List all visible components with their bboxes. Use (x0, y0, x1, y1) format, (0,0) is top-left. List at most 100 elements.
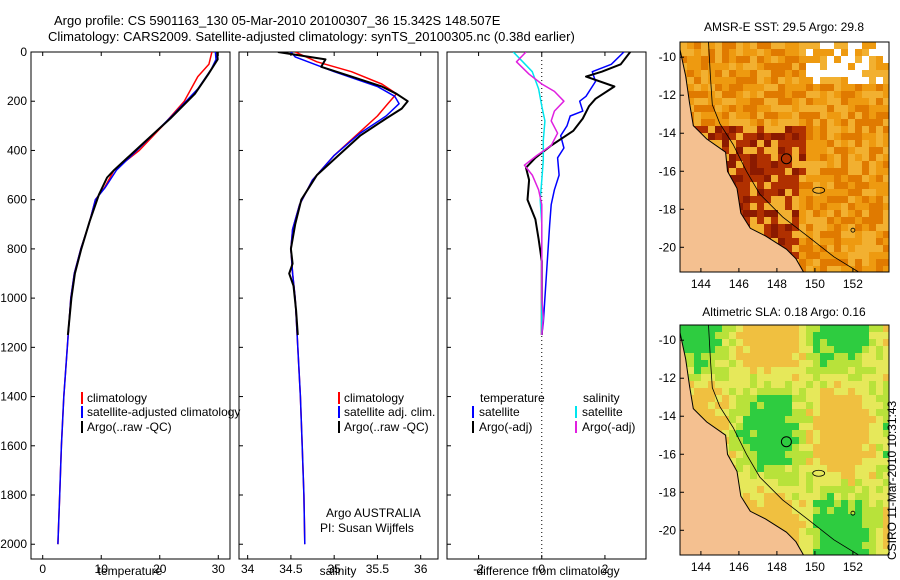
map-pixel (701, 70, 708, 77)
map-pixel (792, 416, 799, 423)
map-pixel (764, 493, 771, 500)
map-pixel (743, 42, 750, 49)
map-pixel (778, 360, 785, 367)
map-pixel (743, 126, 750, 133)
map-pixel (813, 395, 820, 402)
map-pixel (799, 189, 806, 196)
map-pixel (827, 437, 834, 444)
map-pixel (722, 84, 729, 91)
map-pixel (743, 140, 750, 147)
map-pixel (827, 472, 834, 479)
map-pixel (729, 409, 736, 416)
map-pixel (764, 105, 771, 112)
map-pixel (820, 147, 827, 154)
map-pixel (841, 189, 848, 196)
map-pixel (813, 451, 820, 458)
map-pixel (743, 70, 750, 77)
map-pixel (834, 147, 841, 154)
map-pixel (813, 49, 820, 56)
map-pixel (806, 381, 813, 388)
map-pixel (701, 77, 708, 84)
map-pixel (771, 444, 778, 451)
reef-outline (812, 186, 826, 194)
map-pixel (820, 444, 827, 451)
map-pixel (743, 339, 750, 346)
map-pixel (799, 451, 806, 458)
map-pixel (764, 182, 771, 189)
map-pixel (757, 423, 764, 430)
map-pixel (757, 140, 764, 147)
map-pixel (848, 493, 855, 500)
map-pixel (757, 458, 764, 465)
map-pixel (757, 42, 764, 49)
map-pixel (862, 360, 869, 367)
map-pixel (848, 353, 855, 360)
map-pixel (876, 210, 883, 217)
map-pixel (715, 56, 722, 63)
map-pixel (848, 42, 855, 49)
map-pixel (715, 70, 722, 77)
map-pixel (841, 416, 848, 423)
map-pixel (862, 493, 869, 500)
map-pixel (736, 346, 743, 353)
map-pixel (799, 514, 806, 521)
map-pixel (883, 49, 889, 56)
map-pixel (785, 444, 792, 451)
map-pixel (883, 154, 889, 161)
map-pixel (834, 189, 841, 196)
map-pixel (750, 91, 757, 98)
series-layer (57, 52, 631, 545)
map-pixel (813, 458, 820, 465)
map-pixel (855, 402, 862, 409)
map-pixel (841, 210, 848, 217)
map-pixel (792, 210, 799, 217)
map-pixel (806, 105, 813, 112)
map-pixel (757, 395, 764, 402)
map-pixel (813, 381, 820, 388)
map-pixel (722, 70, 729, 77)
map-pixel (869, 217, 876, 224)
map-pixel (715, 126, 722, 133)
map-pixel (736, 168, 743, 175)
map-pixel (729, 360, 736, 367)
map-pixel (813, 189, 820, 196)
map-pixel (876, 444, 883, 451)
map-pixel (841, 479, 848, 486)
map-pixel (722, 133, 729, 140)
map-pixel (729, 56, 736, 63)
y-tick-label: 0 (20, 45, 27, 59)
map-pixel (883, 507, 889, 514)
map-pixel (743, 360, 750, 367)
map-pixel (827, 182, 834, 189)
map-pixel (876, 542, 883, 549)
map-pixel (834, 217, 841, 224)
x-tick-label: 30 (212, 562, 226, 576)
map-pixel (729, 105, 736, 112)
map-pixel (771, 493, 778, 500)
map-pixel (799, 182, 806, 189)
map-pixel (743, 472, 750, 479)
map-pixel (876, 402, 883, 409)
map-pixel (687, 42, 694, 49)
temperature-legend: climatology satellite-adjusted climatolo… (81, 391, 240, 434)
map-pixel (764, 91, 771, 98)
map-pixel (757, 168, 764, 175)
map-pixel (834, 224, 841, 231)
map-pixel (869, 147, 876, 154)
map-pixel (715, 91, 722, 98)
map-pixel (820, 423, 827, 430)
map-pixel (820, 486, 827, 493)
map-pixel (757, 224, 764, 231)
map-pixel (869, 381, 876, 388)
map-pixel (876, 367, 883, 374)
map-pixel (834, 259, 841, 266)
map-pixel (757, 367, 764, 374)
map-lat-label: -16 (659, 164, 677, 178)
map-pixel (729, 353, 736, 360)
map-pixel (862, 84, 869, 91)
map-pixel (834, 514, 841, 521)
map-pixel (799, 535, 806, 542)
series-line-salinity-argo-adj- (515, 52, 565, 336)
map-pixel (862, 479, 869, 486)
map-pixel (869, 339, 876, 346)
